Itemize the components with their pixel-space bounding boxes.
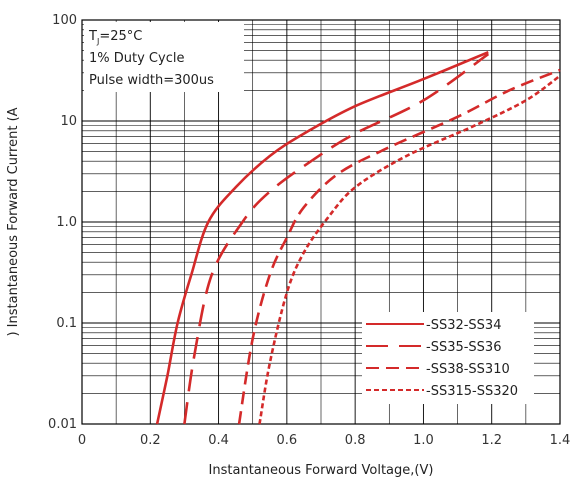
annotation-background — [84, 22, 244, 92]
y-axis-title: ) Instantaneous Forward Current (A — [6, 107, 21, 336]
y-tick-labels: 0.01 0.1 1.0 10 100 — [48, 13, 77, 432]
annotation-t-value: =25°C — [99, 29, 142, 44]
x-tick-label: 0.4 — [208, 433, 229, 448]
series-line-3 — [237, 68, 561, 425]
legend: -SS32-SS34 -SS35-SS36 -SS38-SS310 -SS315-SS… — [362, 312, 534, 404]
legend-label-2: -SS35-SS36 — [426, 340, 501, 355]
y-tick-label: 1.0 — [56, 215, 77, 230]
annotation-duty-cycle: 1% Duty Cycle — [89, 51, 184, 66]
y-tick-label: 100 — [52, 13, 77, 28]
plot-frame — [81, 19, 561, 425]
legend-label-3: -SS38-SS310 — [426, 362, 510, 377]
series-line-4 — [258, 74, 561, 425]
series-layer — [155, 51, 561, 425]
y-tick-label: 10 — [60, 114, 77, 129]
x-tick-label: 1.4 — [550, 433, 571, 448]
annotation-pulse-width: Pulse width=300us — [89, 73, 214, 88]
x-tick-label: 0.6 — [277, 433, 298, 448]
annotation-temperature: TJ=25°C — [88, 29, 142, 46]
conditions-annotation: TJ=25°C 1% Duty Cycle Pulse width=300us — [84, 22, 244, 92]
legend-background — [362, 312, 534, 404]
x-tick-label: 0.2 — [140, 433, 161, 448]
series-line-2 — [183, 53, 490, 425]
y-tick-label: 0.1 — [56, 316, 77, 331]
y-tick-label: 0.01 — [48, 417, 77, 432]
x-axis-title: Instantaneous Forward Voltage,(V) — [209, 463, 434, 478]
legend-label-4: -SS315-SS320 — [426, 384, 518, 399]
x-tick-label: 0.8 — [345, 433, 366, 448]
x-tick-label: 1.0 — [413, 433, 434, 448]
annotation-t-subscript: J — [96, 37, 99, 46]
x-tick-label: 1.2 — [481, 433, 502, 448]
series-line-1 — [155, 51, 489, 425]
legend-label-1: -SS32-SS34 — [426, 318, 501, 333]
x-tick-labels: 0 0.2 0.4 0.6 0.8 1.0 1.2 1.4 — [78, 433, 570, 448]
x-tick-label: 0 — [78, 433, 86, 448]
annotation-t: T — [88, 29, 97, 44]
